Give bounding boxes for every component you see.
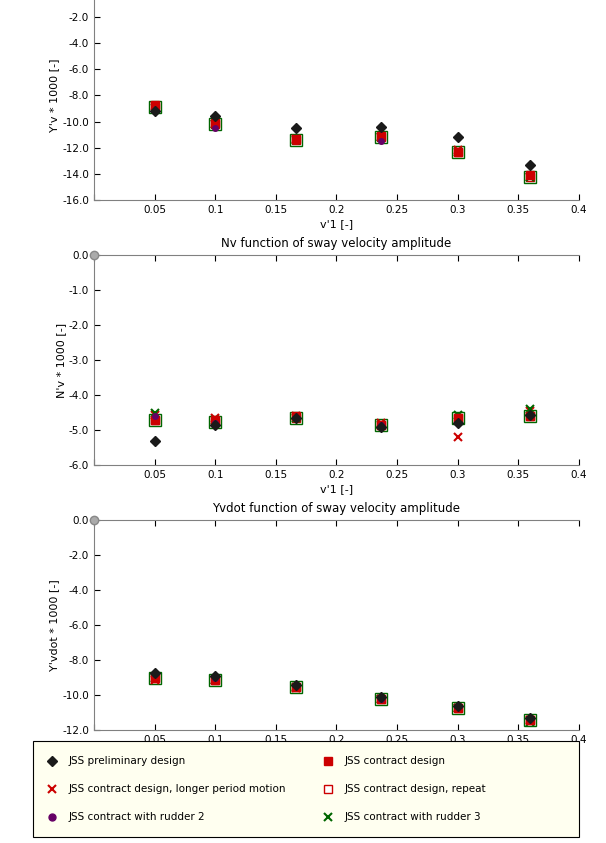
X-axis label: v'1 [-]: v'1 [-] <box>320 749 353 760</box>
X-axis label: v'1 [-]: v'1 [-] <box>320 485 353 494</box>
Text: JSS contract with rudder 2: JSS contract with rudder 2 <box>69 812 205 822</box>
Title: Nv function of sway velocity amplitude: Nv function of sway velocity amplitude <box>221 237 451 250</box>
Text: JSS contract with rudder 3: JSS contract with rudder 3 <box>345 812 481 822</box>
Text: JSS contract design, repeat: JSS contract design, repeat <box>345 784 486 794</box>
Text: JSS contract design: JSS contract design <box>345 756 445 765</box>
X-axis label: v'1 [-]: v'1 [-] <box>320 219 353 229</box>
Text: JSS preliminary design: JSS preliminary design <box>69 756 186 765</box>
Y-axis label: N'v * 1000 [-]: N'v * 1000 [-] <box>56 323 66 398</box>
Y-axis label: Y'v * 1000 [-]: Y'v * 1000 [-] <box>50 59 59 132</box>
FancyBboxPatch shape <box>33 741 579 837</box>
Y-axis label: Y'vdot * 1000 [-]: Y'vdot * 1000 [-] <box>50 579 59 671</box>
Title: Yvdot function of sway velocity amplitude: Yvdot function of sway velocity amplitud… <box>212 502 461 515</box>
Text: JSS contract design, longer period motion: JSS contract design, longer period motio… <box>69 784 287 794</box>
